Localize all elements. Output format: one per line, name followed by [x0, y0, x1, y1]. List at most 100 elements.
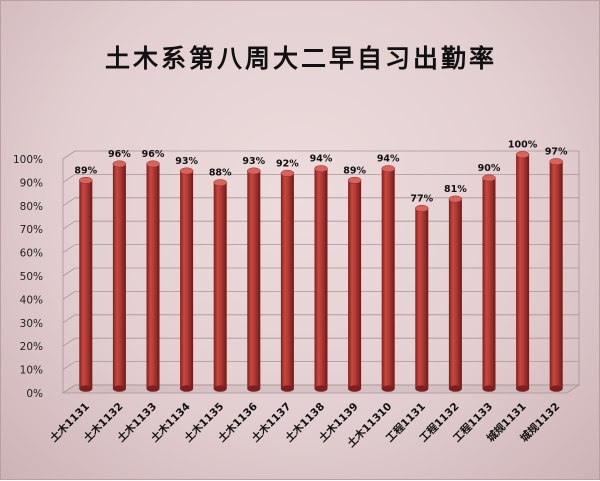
bar-base — [415, 385, 429, 392]
bar-top — [515, 151, 530, 159]
data-label: 81% — [444, 184, 467, 195]
bar-base — [79, 385, 93, 392]
bar-base — [314, 385, 328, 392]
gridline — [62, 337, 579, 347]
gridline — [62, 173, 579, 183]
bar-top — [549, 158, 563, 166]
bar-top — [179, 167, 194, 175]
bar-body — [482, 178, 496, 389]
bar — [280, 169, 295, 392]
gridline — [62, 384, 579, 394]
gridline — [62, 244, 579, 253]
bar-top — [280, 169, 295, 177]
x-tick-layer: 土木1131土木1132土木1133土木1134土木1135土木1136土木11… — [47, 400, 562, 450]
bar-body — [381, 168, 395, 389]
bar — [112, 160, 127, 392]
data-label: 90% — [478, 163, 501, 174]
bar-body — [415, 208, 429, 389]
bar — [515, 151, 530, 392]
data-label: 93% — [242, 156, 265, 167]
data-label: 88% — [209, 168, 232, 179]
bar-base — [280, 385, 294, 392]
bar-body — [213, 182, 227, 389]
data-label: 94% — [377, 154, 400, 165]
bar-base — [381, 385, 395, 392]
bar — [482, 174, 496, 392]
bar-body — [247, 170, 261, 389]
bar-base — [549, 385, 563, 392]
bar — [79, 176, 93, 392]
data-label: 89% — [74, 165, 97, 176]
bar — [213, 179, 227, 392]
bar-base — [348, 385, 362, 392]
bar — [314, 165, 328, 392]
bar-top — [415, 204, 429, 212]
bar-top — [146, 160, 160, 168]
bar-top — [448, 195, 463, 203]
y-tick-label: 40% — [20, 294, 43, 306]
bar — [549, 158, 563, 392]
bar-top — [213, 179, 227, 187]
bar-top — [79, 176, 93, 184]
y-tick-label: 90% — [20, 177, 43, 189]
bar-body — [280, 173, 294, 389]
bar-base — [247, 385, 261, 392]
bar-top — [347, 176, 362, 184]
y-tick-layer: 0% 10% 20% 30% 40% 50% 60% 70% 80% 90% 100% — [13, 154, 43, 400]
data-label: 94% — [310, 154, 333, 165]
bar — [247, 167, 261, 392]
bar-body — [180, 170, 194, 389]
bar-top — [112, 160, 127, 168]
data-label: 93% — [175, 156, 198, 167]
data-label: 96% — [108, 149, 131, 160]
bar-top — [482, 174, 496, 182]
gridline — [62, 197, 579, 207]
bar-base — [213, 385, 227, 392]
bar — [347, 176, 362, 392]
bar-top — [314, 165, 328, 173]
y-tick-label: 70% — [20, 224, 43, 236]
bar-body — [112, 163, 126, 389]
y-tick-label: 30% — [20, 318, 43, 330]
data-label: 89% — [343, 165, 366, 176]
bar-base — [180, 385, 194, 392]
bar-body — [516, 154, 530, 389]
bar-base — [482, 385, 496, 392]
data-label: 96% — [142, 149, 165, 160]
gridline — [62, 314, 579, 324]
gridline — [62, 267, 579, 277]
y-tick-label: 0% — [26, 388, 43, 400]
bar-layer — [79, 151, 563, 392]
y-tick-label: 80% — [20, 201, 43, 213]
bar — [146, 160, 160, 392]
gridline — [62, 150, 579, 160]
bar — [448, 195, 463, 392]
bar-top — [247, 167, 261, 175]
bar-base — [146, 385, 160, 392]
bar-body — [348, 180, 362, 389]
y-tick-label: 100% — [13, 154, 43, 166]
bar-top — [381, 165, 395, 173]
data-label: 100% — [508, 140, 538, 151]
bar-body — [79, 180, 93, 389]
bar-body — [448, 199, 462, 389]
gridline — [62, 361, 579, 370]
bar — [381, 165, 395, 392]
y-tick-label: 10% — [20, 365, 43, 377]
bar — [415, 204, 429, 392]
gridline — [62, 290, 579, 300]
bar-base — [448, 385, 462, 392]
data-label-layer: 89% 96% 96% 93% 88% 93% 92% 94% 89% 94% 77% 81% 90% 1… — [74, 140, 568, 205]
data-label: 97% — [545, 147, 568, 158]
chart-title: 土木系第八周大二早自习出勤率 — [104, 44, 497, 73]
bar-body — [146, 163, 160, 389]
data-label: 92% — [276, 158, 299, 169]
bar-base — [516, 385, 530, 392]
bar-body — [314, 168, 328, 389]
y-tick-label: 60% — [20, 248, 43, 260]
data-label: 77% — [410, 193, 433, 204]
y-tick-label: 20% — [20, 341, 43, 353]
y-tick-label: 50% — [20, 271, 43, 283]
